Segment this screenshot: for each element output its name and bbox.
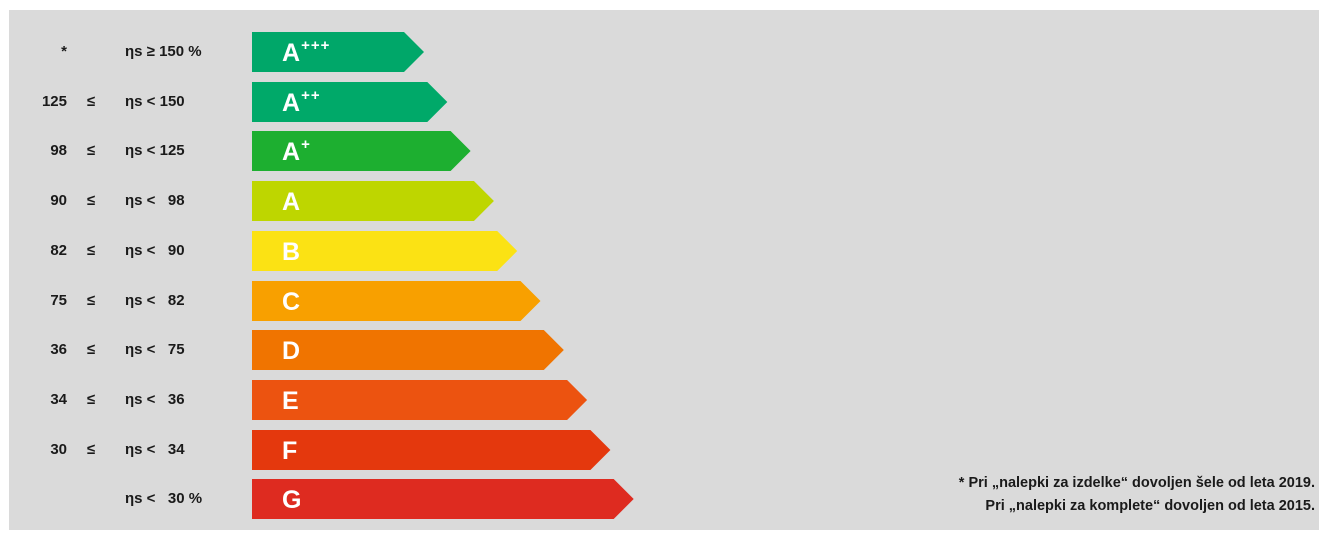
efficiency-range-label: ηs < 90 [125, 241, 185, 259]
class-arrow-bar: D [252, 330, 564, 371]
class-row: 75 ≤ ηs < 82 C [9, 280, 669, 321]
lower-bound-label: 36 [50, 341, 67, 359]
class-letter-text: A [282, 138, 301, 167]
class-arrow-bar: G [252, 479, 634, 520]
class-plus-suffix: +++ [301, 37, 331, 54]
class-row: 98 ≤ ηs < 125 A+ [9, 131, 669, 172]
relation-symbol: ≤ [86, 390, 96, 408]
class-row: 34 ≤ ηs < 36 E [9, 379, 669, 420]
class-letter-text: A [282, 88, 301, 117]
class-letter-text: C [282, 287, 301, 316]
efficiency-range-label: ηs ≥ 150 % [125, 43, 202, 60]
energy-label-panel: * ηs ≥ 150 % A+++ 125 ≤ ηs < 150 A++ 98 ≤ ηs < 12… [9, 10, 1319, 530]
arrow-shape [252, 230, 518, 271]
relation-symbol [83, 479, 99, 519]
lower-bound-label: 34 [50, 390, 67, 408]
class-letter: A+ [282, 131, 311, 171]
relation-symbol: ≤ [86, 192, 96, 210]
efficiency-range-label: ηs < 75 [125, 341, 185, 359]
class-plus-suffix: + [301, 136, 311, 154]
class-row: 82 ≤ ηs < 90 B [9, 230, 669, 271]
arrow-shape [252, 479, 634, 520]
arrow-shape [252, 131, 471, 172]
arrow-fill [252, 280, 541, 321]
class-arrow-bar: B [252, 230, 518, 271]
arrow-fill [252, 379, 588, 420]
arrow-shape [252, 280, 541, 321]
efficiency-range-label: ηs < 98 [125, 192, 185, 210]
class-row: 30 ≤ ηs < 34 F [9, 429, 669, 470]
class-letter-text: F [282, 436, 298, 465]
footnote-line-1: * Pri „nalepki za izdelke“ dovoljen šele… [958, 475, 1315, 491]
efficiency-range-label: ηs < 150 [125, 92, 185, 110]
class-letter: E [282, 380, 299, 420]
class-letter-text: E [282, 386, 299, 415]
class-arrow-bar: C [252, 280, 541, 321]
class-arrow-bar: F [252, 429, 611, 470]
lower-bound-label: 98 [50, 142, 67, 160]
efficiency-range-label: ηs < 36 [125, 390, 185, 408]
class-letter-text: A [282, 188, 301, 217]
class-letter-text: D [282, 337, 301, 366]
arrow-shape [252, 181, 494, 222]
lower-bound-label: 125 [41, 92, 67, 110]
arrow-fill [252, 429, 611, 470]
arrow-fill [252, 32, 424, 72]
class-letter: C [282, 281, 300, 321]
class-letter: D [282, 330, 300, 370]
class-row: 36 ≤ ηs < 75 D [9, 330, 669, 371]
efficiency-range-label: ηs < 34 [125, 440, 185, 458]
class-letter: A [282, 181, 300, 221]
class-letter-text: A [282, 39, 301, 67]
class-arrow-bar: A [252, 181, 494, 222]
class-letter: G [282, 479, 301, 519]
class-arrow-bar: A++ [252, 81, 448, 122]
relation-symbol: ≤ [86, 341, 96, 359]
arrow-fill [252, 479, 634, 520]
class-row: ηs < 30 % G [9, 479, 669, 520]
class-row: 125 ≤ ηs < 150 A++ [9, 81, 669, 122]
class-letter: F [282, 430, 297, 470]
efficiency-range-label: ηs < 125 [125, 142, 185, 160]
class-letter: A+++ [282, 32, 330, 72]
relation-symbol: ≤ [86, 142, 96, 160]
class-plus-suffix: ++ [301, 86, 321, 104]
arrow-shape [252, 429, 611, 470]
lower-bound-label [29, 479, 67, 519]
relation-symbol: ≤ [86, 440, 96, 458]
lower-bound-label: 90 [50, 192, 67, 210]
class-letter: B [282, 231, 300, 271]
lower-bound-label: 30 [50, 440, 67, 458]
class-row: 90 ≤ ηs < 98 A [9, 181, 669, 222]
arrow-shape [252, 330, 564, 371]
relation-symbol: ≤ [86, 92, 96, 110]
efficiency-range-label: ηs < 30 % [125, 490, 203, 508]
arrow-fill [252, 131, 471, 172]
relation-symbol: ≤ [86, 241, 96, 259]
arrow-shape [252, 32, 424, 72]
arrow-shape [252, 379, 588, 420]
class-arrow-bar: A+++ [252, 32, 424, 72]
class-letter-text: G [282, 486, 302, 515]
class-row: * ηs ≥ 150 % A+++ [9, 32, 669, 72]
footnote-line-2: Pri „nalepki za komplete“ dovoljen od le… [985, 498, 1315, 514]
arrow-fill [252, 181, 494, 222]
footnote: * Pri „nalepki za izdelke“ dovoljen šele… [959, 472, 1315, 518]
class-letter-text: B [282, 237, 301, 266]
lower-bound-label: 75 [50, 291, 67, 309]
lower-bound-label: * [61, 43, 67, 60]
class-arrow-bar: A+ [252, 131, 471, 172]
lower-bound-label: 82 [50, 241, 67, 259]
arrow-fill [252, 81, 448, 122]
arrow-fill [252, 330, 564, 371]
class-arrow-bar: E [252, 379, 588, 420]
relation-symbol: ≤ [86, 291, 96, 309]
relation-symbol [83, 32, 99, 72]
arrow-fill [252, 230, 518, 271]
class-letter: A++ [282, 82, 321, 122]
efficiency-range-label: ηs < 82 [125, 291, 185, 309]
arrow-shape [252, 81, 448, 122]
